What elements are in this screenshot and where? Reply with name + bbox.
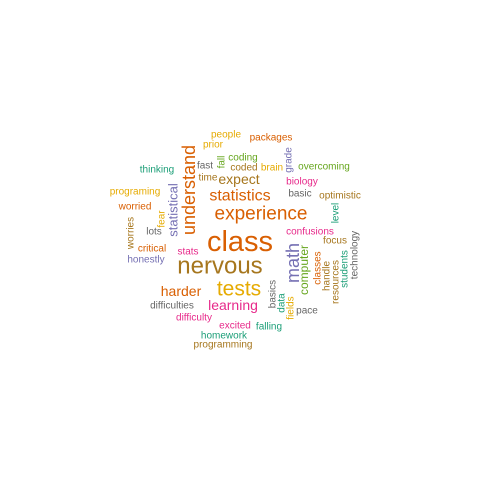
word-honestly: honestly bbox=[127, 255, 164, 266]
word-resources: resources bbox=[331, 260, 342, 304]
word-lots: lots bbox=[146, 227, 162, 238]
word-coding: coding bbox=[228, 153, 257, 164]
word-worries: worries bbox=[126, 217, 137, 250]
word-difficulty: difficulty bbox=[176, 313, 212, 324]
word-coded: coded bbox=[230, 163, 257, 174]
word-fear: fear bbox=[157, 210, 168, 228]
word-handle: handle bbox=[322, 261, 333, 291]
word-programming: programming bbox=[194, 340, 253, 351]
word-harder: harder bbox=[161, 283, 202, 299]
word-focus: focus bbox=[323, 236, 347, 247]
word-level: level bbox=[331, 203, 342, 224]
word-expect: expect bbox=[218, 171, 259, 187]
word-classes: classes bbox=[313, 251, 324, 284]
word-brain: brain bbox=[261, 163, 283, 174]
word-understand: understand bbox=[179, 145, 199, 235]
word-computer: computer bbox=[297, 245, 311, 295]
word-excited: excited bbox=[219, 321, 251, 332]
word-students: students bbox=[340, 250, 351, 288]
word-statistical: statistical bbox=[166, 183, 181, 237]
word-fast: fast bbox=[197, 161, 213, 172]
word-experience: experience bbox=[215, 204, 308, 225]
word-basic: basic bbox=[288, 189, 311, 200]
word-confusions: confusions bbox=[286, 227, 334, 238]
word-homework: homework bbox=[201, 331, 248, 342]
word-math: math bbox=[283, 243, 303, 283]
word-people: people bbox=[211, 130, 241, 141]
word-fields: fields bbox=[286, 296, 297, 319]
word-grade: grade bbox=[284, 147, 295, 173]
word-worried: worried bbox=[118, 202, 152, 213]
word-optimistic: optimistic bbox=[319, 191, 361, 202]
word-stats: stats bbox=[177, 247, 198, 258]
word-basics: basics bbox=[268, 280, 279, 308]
word-thinking: thinking bbox=[140, 165, 174, 176]
word-difficulties: difficulties bbox=[150, 301, 194, 312]
word-prior: prior bbox=[203, 140, 224, 151]
word-technology: technology bbox=[350, 231, 361, 279]
word-critical: critical bbox=[138, 244, 166, 255]
word-learning: learning bbox=[208, 297, 258, 313]
word-programing: programing bbox=[110, 187, 161, 198]
word-falling: falling bbox=[256, 322, 282, 333]
word-tests: tests bbox=[217, 278, 261, 301]
word-fall: fall bbox=[217, 156, 228, 169]
word-nervous: nervous bbox=[177, 253, 262, 280]
word-time: time bbox=[199, 173, 218, 184]
word-overcoming: overcoming bbox=[298, 162, 350, 173]
word-data: data bbox=[277, 293, 288, 313]
word-statistics: statistics bbox=[209, 188, 270, 205]
word-pace: pace bbox=[296, 306, 318, 317]
word-packages: packages bbox=[250, 133, 293, 144]
word-biology: biology bbox=[286, 177, 318, 188]
word-class: class bbox=[207, 226, 273, 258]
